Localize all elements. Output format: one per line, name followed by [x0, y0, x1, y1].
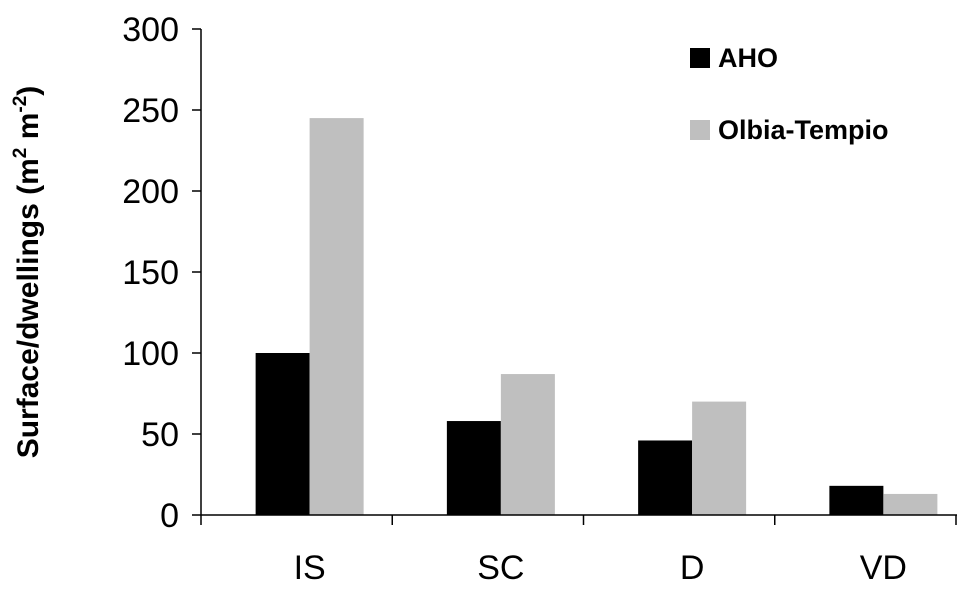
y-tick-label-150: 150	[122, 254, 179, 292]
x-axis: IS SC D VD	[200, 514, 957, 587]
bar-aho-sc	[446, 421, 501, 515]
bar-aho-is	[255, 353, 310, 515]
bars-group	[255, 118, 938, 515]
y-tick-label-300: 300	[122, 11, 179, 49]
bar-olbia-tempio-vd	[883, 493, 938, 515]
x-tick-label-sc: SC	[477, 549, 524, 587]
y-axis-title: Surface/dwellings (m2 m-2)	[10, 86, 45, 459]
y-tick-label-250: 250	[122, 92, 179, 130]
legend-swatch-aho	[690, 48, 710, 68]
bar-olbia-tempio-d	[692, 401, 747, 515]
bar-aho-d	[638, 440, 693, 515]
bar-olbia-tempio-sc	[500, 374, 555, 515]
y-tick-label-50: 50	[141, 416, 179, 454]
bar-olbia-tempio-is	[309, 118, 364, 515]
y-tick-label-200: 200	[122, 173, 179, 211]
y-tick-label-100: 100	[122, 335, 179, 373]
legend-label-aho: AHO	[718, 43, 778, 73]
y-axis-ticks: 0 50 100 150 200 250 300	[122, 11, 202, 535]
x-tick-label-is: IS	[294, 549, 326, 587]
legend-label-olbia-tempio: Olbia-Tempio	[718, 115, 889, 145]
legend-swatch-olbia-tempio	[690, 120, 710, 140]
y-tick-label-0: 0	[160, 497, 179, 535]
x-tick-label-d: D	[680, 549, 705, 587]
legend: AHO Olbia-Tempio	[690, 43, 889, 145]
bar-aho-vd	[829, 485, 884, 515]
x-tick-label-vd: VD	[860, 549, 907, 587]
